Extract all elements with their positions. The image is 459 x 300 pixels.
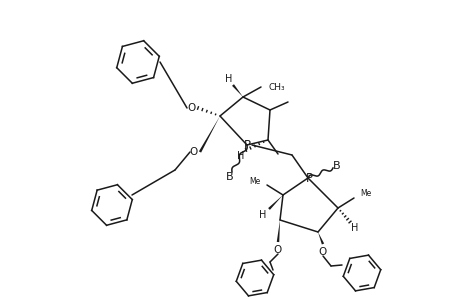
Polygon shape (317, 232, 324, 244)
Text: B: B (332, 161, 340, 171)
Text: Me: Me (249, 176, 260, 185)
Polygon shape (276, 220, 280, 242)
Text: O: O (190, 147, 198, 157)
Text: O: O (187, 103, 196, 113)
Text: O: O (273, 245, 281, 255)
Text: P: P (243, 139, 250, 152)
Text: O: O (318, 247, 326, 257)
Text: H: H (237, 151, 244, 161)
Text: H: H (351, 223, 358, 233)
Text: Me: Me (359, 190, 370, 199)
Text: P: P (305, 172, 312, 184)
Text: H: H (225, 74, 232, 84)
Polygon shape (198, 116, 219, 153)
Text: CH₃: CH₃ (269, 82, 285, 91)
Polygon shape (268, 195, 282, 210)
Polygon shape (231, 84, 242, 97)
Text: H: H (259, 210, 266, 220)
Text: B: B (226, 172, 233, 182)
